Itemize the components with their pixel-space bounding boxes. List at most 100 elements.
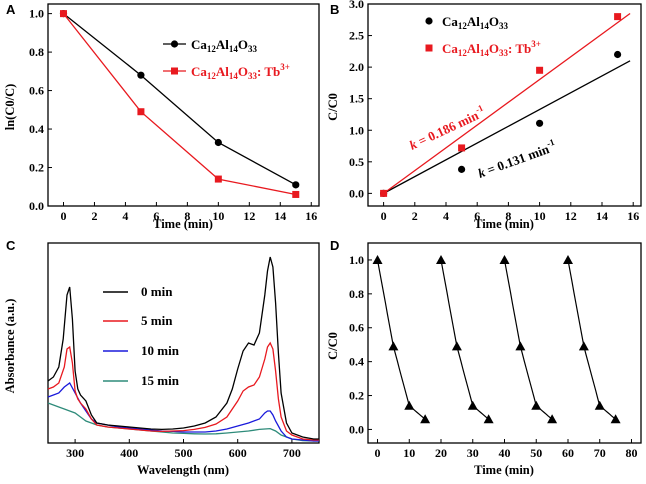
slope-annotation-red: k = 0.186 min-1 [406, 102, 488, 152]
data-point [436, 254, 447, 264]
data-point [214, 138, 222, 147]
x-tick-label: 14 [596, 209, 608, 223]
x-tick-label: 6 [474, 209, 480, 223]
panel-b-axes [367, 3, 642, 207]
panel-d: D 0 10 20 30 40 50 60 70 80 0.0 0.2 0.4 0.6 0.8 1.0 Ti… [326, 238, 642, 477]
panel-c-xlabel: Wavelength (nm) [137, 463, 229, 477]
x-tick-label: 60 [562, 446, 574, 460]
panel-a-letter: A [6, 2, 16, 17]
data-point [499, 254, 510, 264]
data-point [578, 341, 589, 351]
x-tick-label: 600 [229, 446, 247, 460]
x-tick-label: 30 [467, 446, 479, 460]
x-tick-label: 10 [534, 209, 546, 223]
cycle-line-1 [376, 259, 426, 420]
y-tick-label: 0.6 [349, 321, 364, 335]
data-point [420, 414, 431, 424]
x-tick-label: 0 [60, 209, 66, 223]
data-point [59, 10, 67, 18]
spectrum-5-min [47, 341, 319, 441]
x-tick-label: 4 [122, 209, 128, 223]
data-point [547, 414, 558, 424]
x-tick-label: 400 [120, 446, 138, 460]
legend-marker-1 [170, 40, 179, 48]
data-point [483, 414, 494, 424]
y-tick-label: 0.0 [29, 199, 44, 213]
spectrum-0-min [47, 256, 319, 440]
x-tick-label: 700 [283, 446, 301, 460]
panel-b: B 0 2 4 6 8 10 12 14 16 0.0 0.5 1.0 1.5 2.0 2.5 3.0 Tim… [326, 0, 642, 231]
x-tick-label: 10 [403, 446, 415, 460]
panel-d-axes [367, 242, 642, 444]
panel-b-letter: B [330, 2, 339, 17]
x-tick-label: 12 [243, 209, 255, 223]
data-point [380, 189, 388, 197]
panel-c-letter: C [6, 238, 16, 253]
fit-line-1 [383, 60, 631, 194]
data-point [467, 400, 478, 410]
panel-d-ylabel: C/C0 [326, 332, 340, 360]
x-tick-label: 70 [594, 446, 606, 460]
legend-label: 0 min [141, 284, 173, 299]
cycle-line-4 [567, 259, 616, 420]
data-point [614, 13, 622, 21]
x-tick-label: 10 [212, 209, 224, 223]
data-point [536, 66, 544, 74]
x-tick-label: 16 [305, 209, 317, 223]
x-tick-label: 8 [184, 209, 190, 223]
y-tick-label: 0.0 [349, 422, 364, 436]
x-tick-label: 300 [66, 446, 84, 460]
y-tick-label: 0.4 [29, 122, 44, 136]
fit-line-2 [383, 12, 631, 194]
x-tick-label: 20 [435, 446, 447, 460]
x-tick-label: 500 [175, 446, 193, 460]
y-tick-label: 0.6 [29, 84, 44, 98]
slope-annotation-black: k = 0.131 min-1 [475, 137, 558, 181]
cycle-line-3 [503, 259, 553, 420]
x-tick-label: 2 [412, 209, 418, 223]
panel-c-ylabel: Absorbance (a.u.) [3, 299, 17, 394]
data-point [610, 414, 621, 424]
y-tick-label: 1.0 [29, 7, 44, 21]
panel-b-legend: Ca12Al14O33 Ca12Al14O33: Tb3+ [425, 14, 541, 58]
data-point [531, 400, 542, 410]
y-tick-label: 2.5 [349, 29, 364, 43]
panel-d-xlabel: Time (min) [474, 463, 534, 477]
x-tick-label: 80 [625, 446, 637, 460]
x-tick-label: 40 [499, 446, 511, 460]
data-point [388, 341, 399, 351]
data-point [515, 341, 526, 351]
legend-label-1: Ca12Al14O33 [191, 37, 258, 54]
panel-a: A 0 2 4 6 8 10 12 14 16 0.0 0.2 0.4 0.6 0.8 1.0 Time (… [3, 2, 320, 231]
data-point [451, 341, 462, 351]
y-tick-label: 0.4 [349, 355, 364, 369]
series-line-2 [62, 13, 296, 196]
data-point [536, 119, 544, 127]
panel-b-ylabel: C/C0 [326, 93, 340, 121]
panel-c: C 300 400 500 600 700 Wavelength (nm) Absorb… [3, 238, 320, 477]
data-point [614, 50, 622, 59]
y-tick-label: 1.0 [349, 123, 364, 137]
spectrum-15-min [47, 402, 319, 442]
panel-a-axes [47, 3, 320, 207]
x-tick-label: 16 [627, 209, 639, 223]
x-tick-label: 50 [530, 446, 542, 460]
panel-a-ylabel: ln(C0/C) [3, 84, 17, 131]
data-point [137, 108, 145, 116]
x-tick-label: 4 [443, 209, 449, 223]
y-tick-label: 0.8 [29, 45, 44, 59]
data-point [292, 181, 300, 189]
data-point [458, 144, 466, 152]
data-point [137, 71, 145, 79]
x-tick-label: 6 [153, 209, 159, 223]
data-point [458, 165, 466, 173]
y-tick-label: 0.5 [349, 155, 364, 169]
y-tick-label: 1.0 [349, 253, 364, 267]
x-tick-label: 0 [375, 446, 381, 460]
x-tick-label: 12 [565, 209, 577, 223]
y-tick-label: 2.0 [349, 60, 364, 74]
data-point [214, 175, 222, 183]
panel-d-letter: D [330, 238, 339, 253]
legend-marker-2 [171, 67, 178, 75]
